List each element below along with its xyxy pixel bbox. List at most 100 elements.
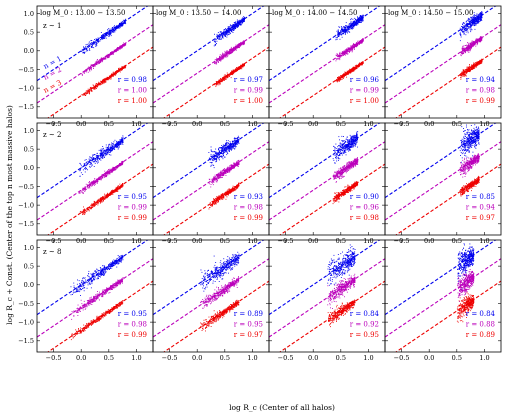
x-tick-label: 0.5 (336, 354, 346, 362)
reference-line-3 (279, 46, 385, 118)
x-tick-label: 1.0 (363, 354, 373, 362)
panel-r1-c1: r = 0.98 r = 1.00 r = 1.00 −0.5 0.0 0.5 1.0 −1.… (18, 5, 154, 128)
reference-line-2 (385, 258, 501, 338)
r-value-series-3: r = 1.00 (350, 97, 379, 105)
panel-plot-area (153, 240, 269, 352)
r-value-series-2: r = 1.00 (118, 87, 147, 95)
panel-r3-c4: r = 0.84 r = 0.88 r = 0.89 −0.5 0.0 0.5 1.0 (384, 239, 502, 362)
y-tick-label: 1.0 (24, 127, 34, 135)
scatter-series-3 (213, 63, 245, 87)
reference-line-3 (47, 163, 153, 235)
scatter-series-1 (335, 14, 364, 41)
x-tick-label: 0.0 (424, 354, 434, 362)
reference-line-2 (153, 258, 269, 338)
scatter-series-1 (332, 131, 359, 164)
reference-line-1 (269, 123, 381, 199)
scatter-series-2 (332, 157, 359, 183)
mass-bin-label: log M_0 : 14.00 − 14.50 (272, 9, 357, 17)
r-value-series-2: r = 0.99 (350, 87, 379, 95)
scatter-series-2 (327, 273, 356, 309)
y-tick-label: −1.5 (18, 337, 34, 345)
r-value-series-1: r = 0.94 (466, 76, 496, 84)
scatter-series-1 (327, 244, 356, 286)
reference-line-2 (37, 258, 153, 338)
mass-bin-label: log M_0 : 13.50 − 14.00 (156, 9, 241, 17)
reference-line-3 (279, 280, 385, 352)
scatter-series-3 (200, 299, 240, 332)
x-tick-label: 0.5 (104, 354, 114, 362)
redshift-label: z ~ 2 (43, 131, 61, 139)
x-tick-label: 1.0 (131, 354, 141, 362)
r-value-series-2: r = 0.95 (234, 321, 263, 329)
panel-plot-area (385, 240, 501, 352)
r-value-series-3: r = 0.97 (234, 331, 263, 339)
scatter-series-2 (457, 269, 475, 302)
r-value-series-3: r = 0.97 (466, 214, 495, 222)
reference-line-3 (47, 46, 153, 118)
reference-line-1 (269, 240, 381, 316)
panel-r1-c2: r = 0.97r = 0.99r = 1.00−0.5 0.0 0.5 1.0log… (152, 5, 270, 128)
scatter-series-3 (459, 175, 480, 197)
reference-line-1 (153, 123, 265, 199)
r-value-series-3: r = 1.00 (234, 97, 263, 105)
reference-line-2 (385, 141, 501, 221)
r-value-series-3: r = 0.89 (466, 331, 495, 339)
y-tick-label: −1.5 (18, 103, 34, 111)
r-value-series-2: r = 0.88 (466, 321, 495, 329)
r-value-series-2: r = 0.92 (350, 321, 379, 329)
mass-bin-label: log M_0 : 14.50 − 15.00 (388, 9, 473, 17)
panel-frame (384, 5, 502, 119)
scatter-series-1 (200, 251, 240, 292)
panel-r2-c1: r = 0.95 r = 0.99 r = 0.99 −0.5 0.0 0.5 1.0 −1.… (18, 122, 154, 245)
r-value-series-1: r = 0.96 (350, 76, 380, 84)
scatter-series-3 (327, 299, 356, 328)
panel-plot-area (37, 240, 153, 352)
scatter-series-3 (208, 182, 240, 210)
r-value-series-2: r = 0.94 (466, 204, 496, 212)
x-tick-label: −0.5 (46, 354, 62, 362)
scatter-series-3 (79, 183, 124, 215)
scatter-series-2 (200, 276, 240, 309)
x-tick-label: 0.0 (308, 354, 318, 362)
r-value-series-2: r = 0.96 (350, 204, 380, 212)
r-value-series-3: r = 0.98 (350, 214, 379, 222)
redshift-label: z ~ 8 (43, 248, 61, 256)
panel-r3-c3: r = 0.84 r = 0.92 r = 0.95 −0.5 0.0 0.5 1.0 (268, 239, 386, 362)
reference-line-1 (385, 123, 497, 199)
r-value-series-3: r = 1.00 (118, 97, 147, 105)
scatter-series-1 (213, 16, 245, 47)
r-value-series-1: r = 0.85 (466, 193, 495, 201)
reference-line-2 (37, 141, 153, 221)
r-value-series-1: r = 0.84 (350, 310, 380, 318)
reference-line-3 (279, 163, 385, 235)
panel-r1-c3: r = 0.96r = 0.99r = 1.00−0.5 0.0 0.5 1.0log… (268, 5, 386, 128)
r-value-series-1: r = 0.89 (234, 310, 263, 318)
panel-frame (384, 122, 502, 236)
reference-line-1 (269, 6, 381, 82)
mass-bin-label: log M_0 : 13.00 − 13.50 (40, 9, 125, 17)
r-value-series-1: r = 0.90 (350, 193, 379, 201)
x-tick-label: 0.0 (76, 354, 86, 362)
scatter-series-2 (71, 277, 124, 320)
r-value-series-1: r = 0.84 (466, 310, 496, 318)
r-value-series-3: r = 0.99 (234, 214, 263, 222)
panel-frame (384, 239, 502, 353)
panel-r2-c4: r = 0.85r = 0.94r = 0.97−0.5 0.0 0.5 1.0 (384, 122, 502, 245)
scatter-series-2 (214, 40, 245, 65)
y-tick-label: 0.5 (24, 28, 34, 36)
reference-line-3 (163, 46, 269, 118)
panel-r2-c3: r = 0.90r = 0.96r = 0.98−0.5 0.0 0.5 1.0 (268, 122, 386, 245)
scatter-series-1 (459, 124, 480, 163)
y-tick-label: 0.0 (24, 164, 34, 172)
scatter-series-3 (81, 65, 127, 96)
scatter-series-1 (70, 254, 124, 296)
scatter-series-1 (81, 18, 127, 54)
panel-plot-area (153, 123, 269, 235)
reference-line-2 (269, 258, 385, 338)
y-tick-label: 0.0 (24, 47, 34, 55)
panel-plot-area (385, 6, 501, 118)
panel-plot-area (269, 123, 385, 235)
reference-line-1 (37, 123, 149, 199)
panel-plot-area (385, 123, 501, 235)
